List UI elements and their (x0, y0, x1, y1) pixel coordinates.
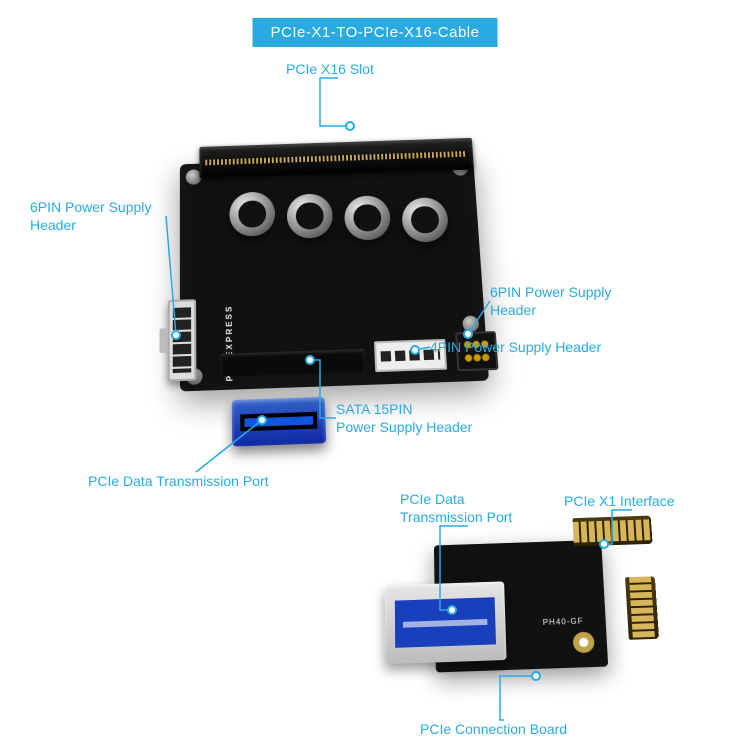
x1-gold-finger-side (625, 576, 659, 640)
callout-label-conn-board: PCIe Connection Board (420, 720, 567, 738)
callout-label-6pin-right: 6PIN Power Supply Header (490, 283, 611, 319)
callout-dot-4pin (410, 345, 420, 355)
title-banner: PCIe-X1-TO-PCIe-X16-Cable (253, 18, 498, 47)
callout-label-6pin-left: 6PIN Power Supply Header (30, 198, 151, 234)
usb3-port-top (232, 397, 327, 447)
callout-dot-x16-slot (345, 121, 355, 131)
mount-hole (572, 631, 595, 654)
callout-dot-6pin-left (171, 330, 181, 340)
callout-dot-usb-bottom (447, 605, 457, 615)
6pin-header-left (168, 299, 197, 381)
callout-label-4pin: 4PIN Power Supply Header (430, 338, 601, 356)
header-clip (159, 328, 167, 353)
callout-dot-sata (305, 355, 315, 365)
callout-label-sata: SATA 15PIN Power Supply Header (336, 400, 472, 436)
callout-dot-conn-board (531, 671, 541, 681)
callout-dot-x1-if (599, 539, 609, 549)
callout-label-x16-slot: PCIe X16 Slot (286, 60, 374, 78)
callout-label-x1-if: PCIe X1 Interface (564, 492, 675, 510)
x1-board: PH40-GF (394, 510, 651, 714)
callout-label-usb-bottom: PCIe Data Transmission Port (400, 490, 512, 526)
callout-dot-usb-top (257, 415, 267, 425)
usb3-port-bottom (385, 581, 507, 664)
callout-dot-6pin-right (463, 329, 473, 339)
callout-label-usb-top: PCIe Data Transmission Port (88, 472, 269, 490)
main-pcb: PCI EXPRESS (159, 99, 512, 424)
x1-gold-finger-top (573, 516, 653, 547)
silk-ph40: PH40-GF (543, 617, 584, 627)
